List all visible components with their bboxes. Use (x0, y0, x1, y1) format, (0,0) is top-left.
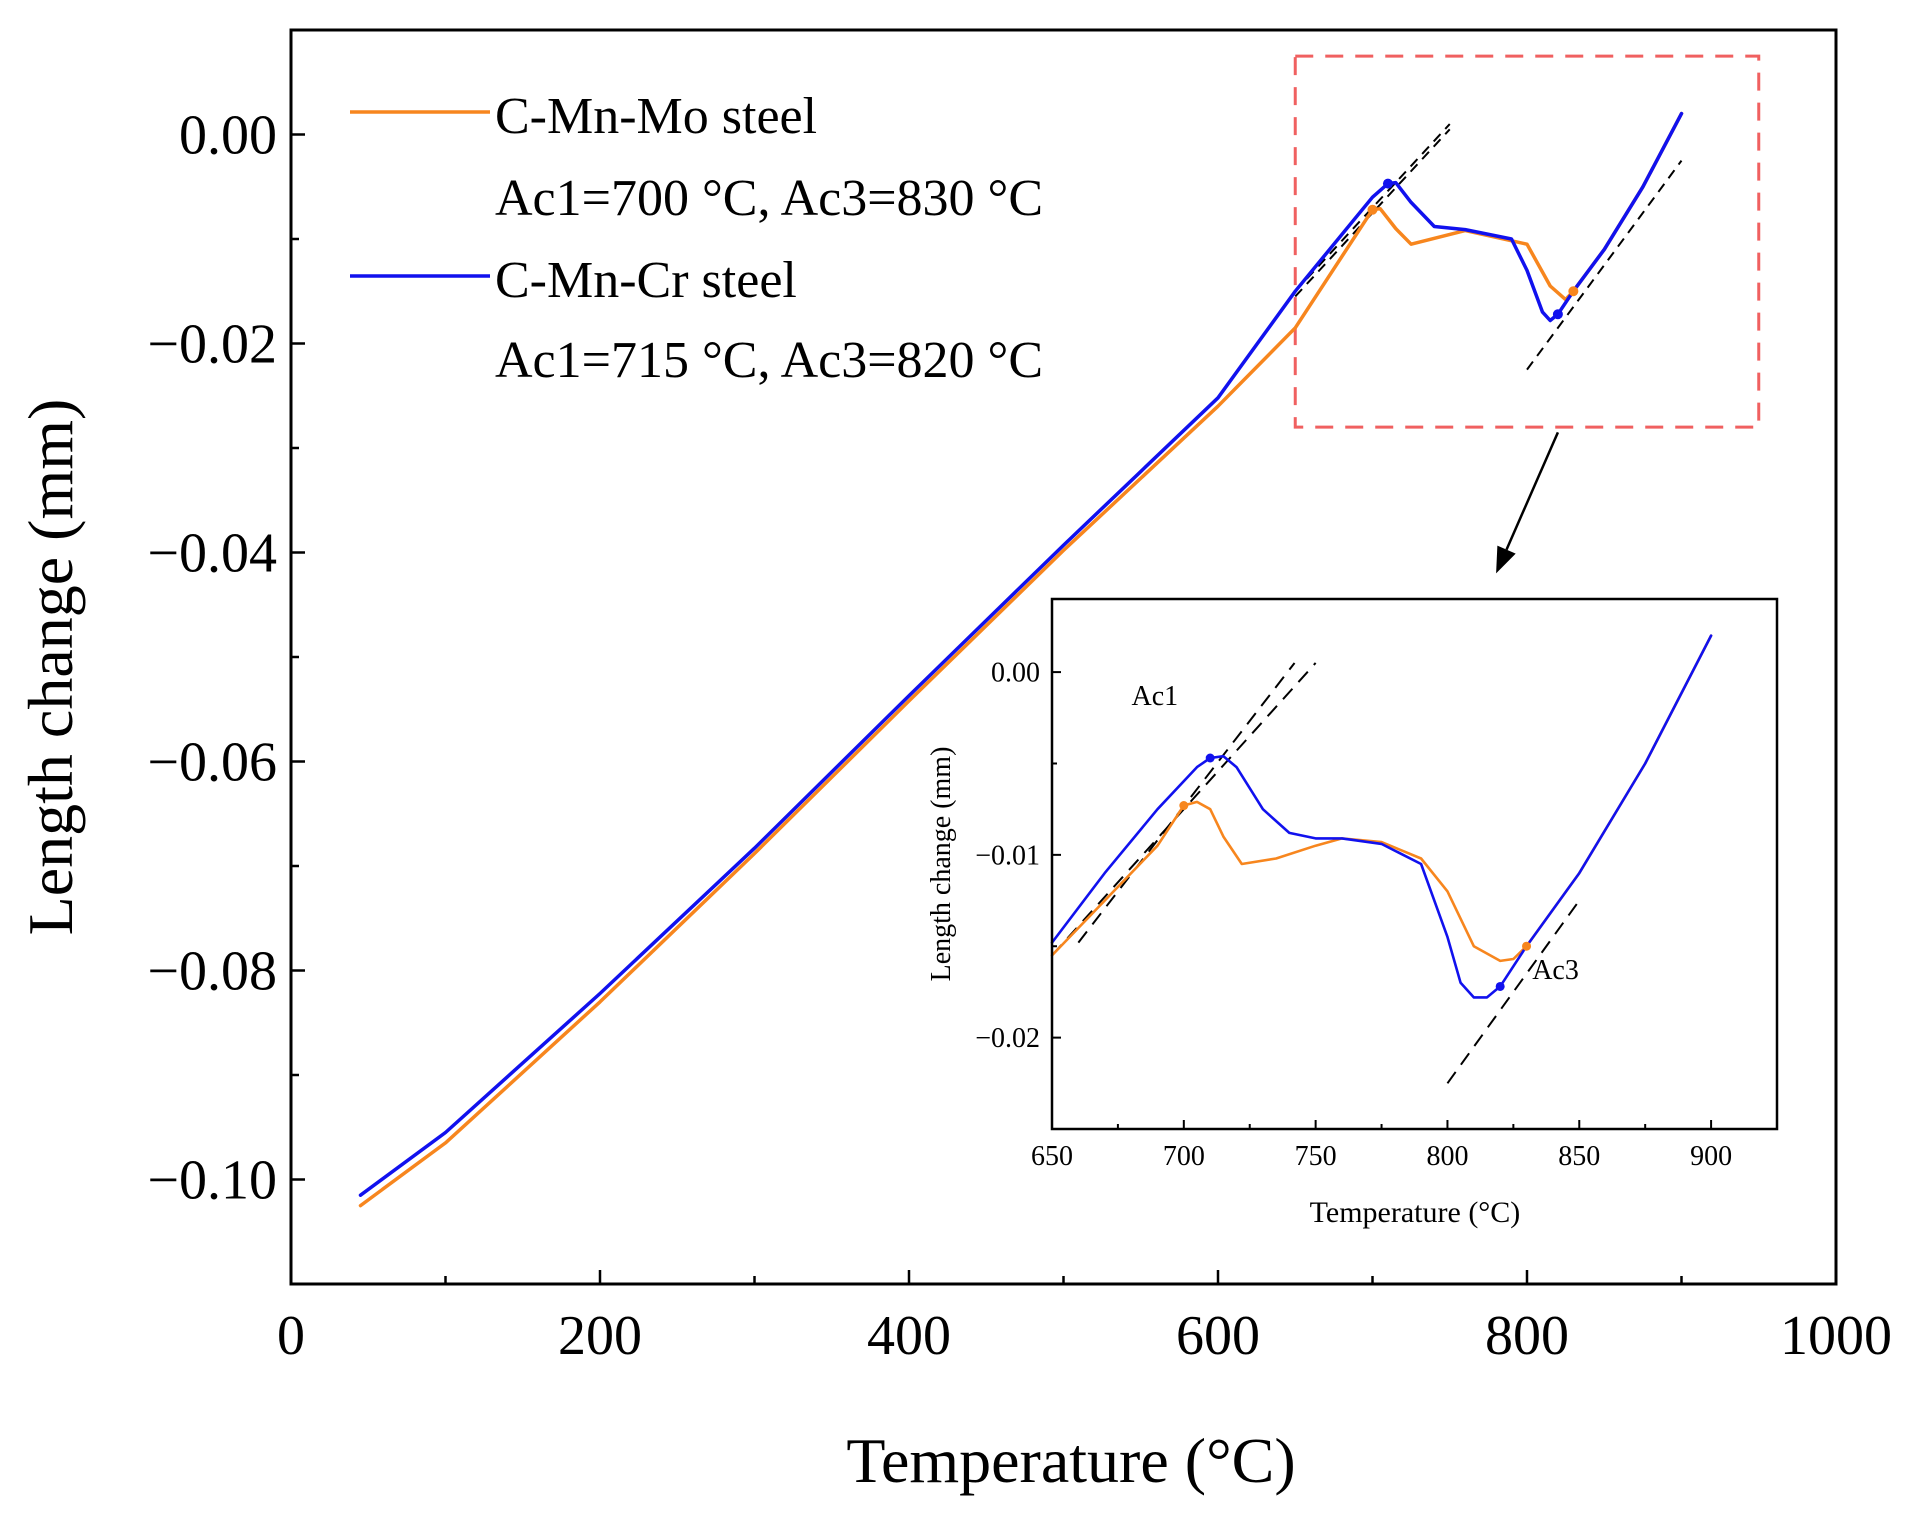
marker-cr-1 (1382, 178, 1393, 189)
inset-x-axis-title: Temperature (°C) (1310, 1196, 1521, 1229)
marker-cr-2 (1495, 981, 1505, 991)
y-tick-label: 0.00 (179, 105, 277, 167)
x-tick-label: 800 (1485, 1305, 1569, 1367)
inset-annotations: Ac1 Ac3 (1131, 681, 1578, 986)
main-plot: 0 200 400 600 800 1000 0.00 −0.02 −0.04 −0.06 −0.… (15, 28, 1892, 1496)
guide-lines (1294, 123, 1683, 371)
transition-markers (1367, 178, 1579, 320)
legend: C-Mn-Mo steel Ac1=700 °C, Ac3=830 °C C-M… (350, 88, 1043, 389)
marker-mo-0 (1179, 801, 1189, 811)
x-tick-label: 400 (867, 1305, 951, 1367)
marker-cr-1 (1205, 753, 1215, 763)
inset-series-lines (1050, 634, 1713, 999)
y-tick-label: −0.06 (147, 732, 277, 794)
y-tick-label: −0.10 (147, 1150, 277, 1212)
x-tick-label: 1000 (1780, 1305, 1892, 1367)
legend-label-cr: C-Mn-Cr steel (495, 252, 797, 309)
legend-note-mo: Ac1=700 °C, Ac3=830 °C (495, 170, 1043, 227)
annotation-ac1: Ac1 (1131, 681, 1178, 712)
annotation-ac3: Ac3 (1532, 955, 1579, 986)
series-line-cr (358, 111, 1684, 1197)
y-tick-label: −0.02 (975, 1023, 1040, 1054)
guide-line-0 (1294, 123, 1451, 292)
x-tick-label: 650 (1031, 1141, 1073, 1172)
guide-line-0 (1077, 662, 1296, 944)
marker-mo-3 (1522, 941, 1532, 951)
zoom-arrow-head (1496, 545, 1516, 574)
series-line-cr (1050, 634, 1713, 999)
inset-y-axis-title: Length change (mm) (926, 747, 957, 982)
zoom-arrow-shaft (1505, 431, 1560, 551)
inset-frame (1050, 597, 1779, 1131)
y-tick-label: 0.00 (991, 658, 1040, 689)
marker-mo-3 (1568, 286, 1579, 297)
inset-x-tick-labels: 650 700 750 800 850 900 (1031, 1141, 1732, 1172)
y-tick-label: −0.08 (147, 941, 277, 1003)
x-tick-label: 200 (558, 1305, 642, 1367)
x-tick-label: 850 (1558, 1141, 1600, 1172)
inset-axis-ticks (1051, 671, 1713, 1129)
x-tick-label: 700 (1163, 1141, 1205, 1172)
x-tick-label: 750 (1295, 1141, 1337, 1172)
inset-y-tick-labels: 0.00 −0.01 −0.02 (975, 658, 1040, 1055)
legend-label-mo: C-Mn-Mo steel (495, 88, 817, 145)
x-tick-label: 600 (1176, 1305, 1260, 1367)
marker-cr-2 (1552, 309, 1563, 320)
inset-transition-markers (1179, 753, 1532, 991)
y-tick-label: −0.02 (147, 314, 277, 376)
legend-note-cr: Ac1=715 °C, Ac3=820 °C (495, 332, 1043, 389)
x-tick-label: 800 (1426, 1141, 1468, 1172)
zoom-box (1293, 54, 1761, 429)
x-tick-label: 900 (1690, 1141, 1732, 1172)
guide-line-1 (1294, 128, 1451, 298)
axis-ticks (289, 133, 1838, 1284)
y-tick-labels: 0.00 −0.02 −0.04 −0.06 −0.08 −0.10 (147, 105, 277, 1212)
x-tick-label: 0 (277, 1305, 305, 1367)
x-tick-labels: 0 200 400 600 800 1000 (277, 1305, 1892, 1367)
guide-line-2 (1526, 160, 1683, 371)
y-tick-label: −0.04 (147, 523, 277, 585)
inset-background (1052, 599, 1777, 1129)
y-tick-label: −0.01 (975, 840, 1040, 871)
y-axis-title: Length change (mm) (15, 399, 86, 936)
inset-plot: 650 700 750 800 850 900 0.00 −0.01 −0.02 Ac1 Ac3… (926, 597, 1779, 1229)
x-axis-title: Temperature (°C) (846, 1425, 1295, 1496)
marker-mo-0 (1367, 204, 1378, 215)
zoom-region (1293, 54, 1761, 429)
guide-line-2 (1446, 899, 1581, 1084)
